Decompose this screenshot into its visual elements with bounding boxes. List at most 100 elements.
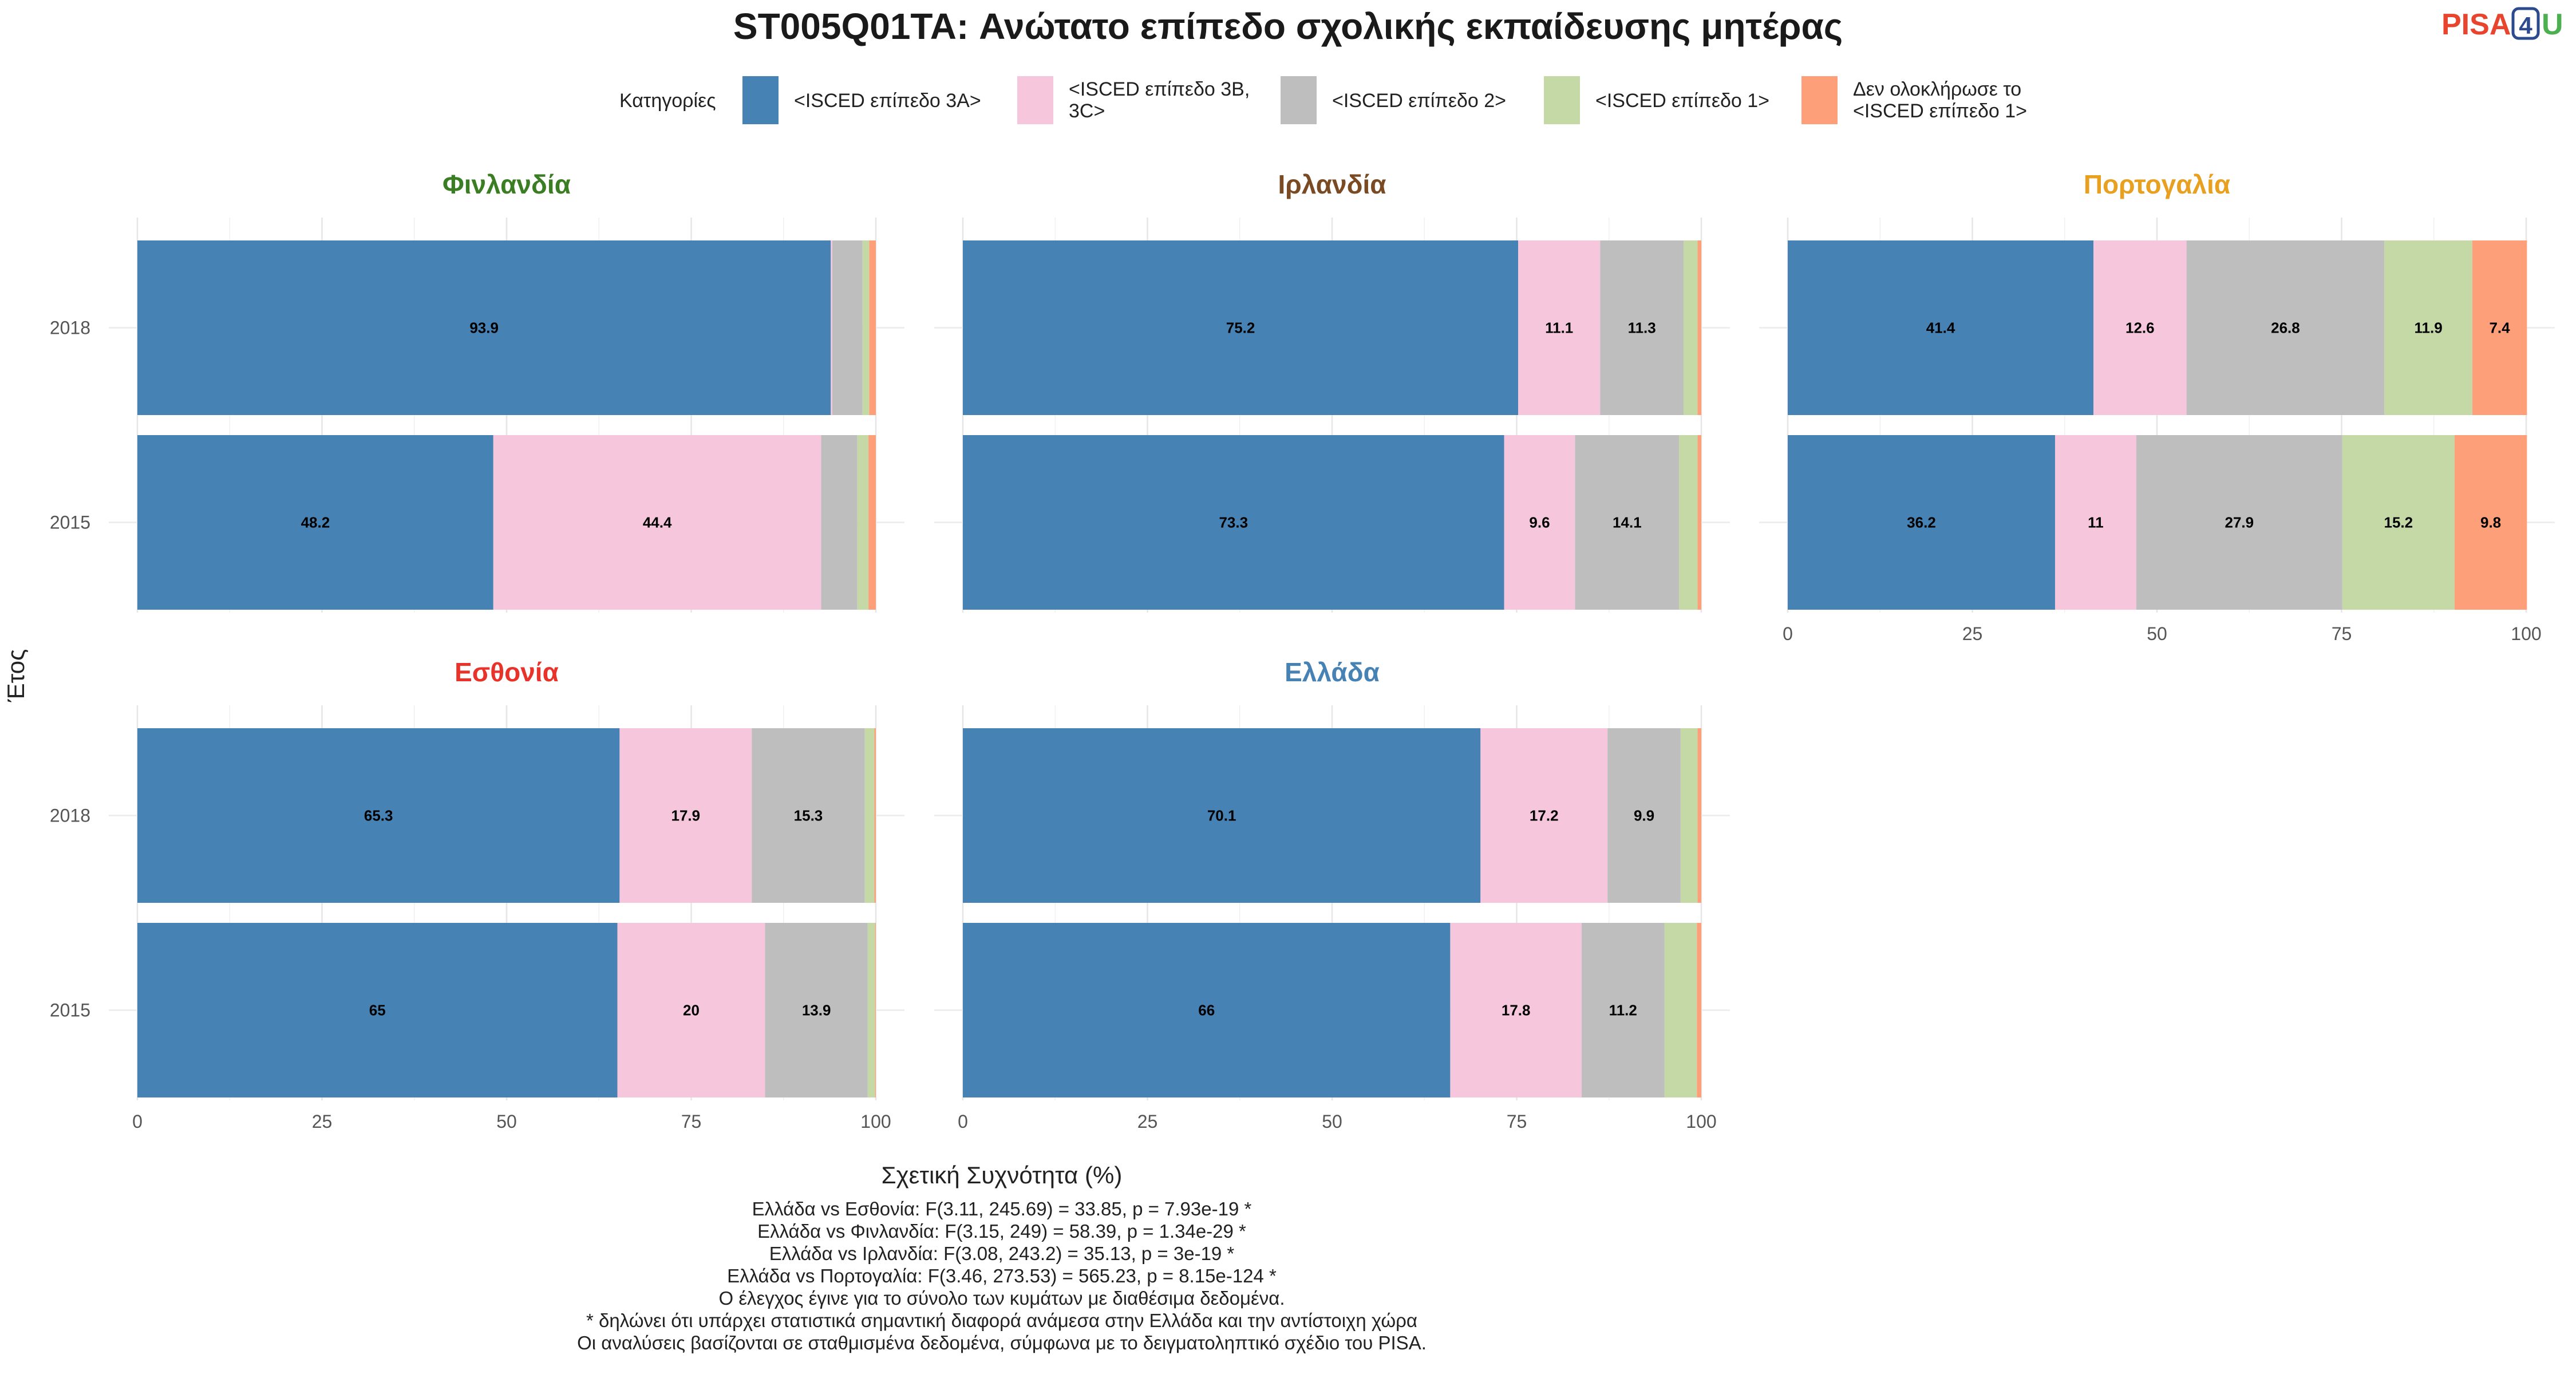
notes: Ελλάδα vs Εσθονία: F(3.11, 245.69) = 33.…	[577, 1198, 1427, 1353]
bar-segment	[831, 240, 832, 415]
bar-label: 12.6	[2125, 319, 2155, 337]
bar-label: 65.3	[364, 807, 393, 824]
legend-item: Δεν ολοκλήρωσε το<ISCED επίπεδο 1>	[1801, 76, 2027, 124]
bar-label: 75.2	[1226, 319, 1255, 337]
bar-segment	[864, 728, 875, 903]
y-tick-label: 2018	[50, 806, 90, 826]
logo-box	[2511, 7, 2540, 40]
bar-segment	[1518, 240, 1601, 415]
note-line: Ελλάδα vs Πορτογαλία: F(3.46, 273.53) = …	[727, 1265, 1277, 1286]
panel: Φινλανδία 93.9 2018 48.2 44.4 2015	[50, 169, 904, 613]
legend-label: <ISCED επίπεδο 1>	[1595, 90, 1769, 112]
x-tick-label: 50	[2147, 623, 2167, 644]
bar-segment	[2136, 435, 2342, 610]
bar-segment	[862, 240, 870, 415]
bar-label: 15.2	[2384, 514, 2413, 531]
bar-label: 11	[2088, 514, 2104, 531]
bar-segment	[1450, 923, 1582, 1097]
bar-segment	[821, 435, 858, 610]
bar-segment	[1697, 728, 1701, 903]
bar-label: 9.6	[1529, 514, 1550, 531]
bar-segment	[1582, 923, 1665, 1097]
bar-segment	[1600, 240, 1684, 415]
bar-segment	[1607, 728, 1681, 903]
bar-segment	[617, 923, 765, 1097]
bar-segment	[765, 923, 868, 1097]
bar-label: 70.1	[1207, 807, 1236, 824]
bar-segment	[1788, 435, 2055, 610]
legend-label: <ISCED επίπεδο 3B,	[1069, 78, 1250, 100]
legend-swatch	[1801, 76, 1838, 124]
bar-segment	[2055, 435, 2136, 610]
x-tick-label: 100	[860, 1111, 891, 1132]
note-line: Ελλάδα vs Εσθονία: F(3.11, 245.69) = 33.…	[752, 1198, 1252, 1219]
legend-item: <ISCED επίπεδο 2>	[1281, 76, 1506, 124]
bar-label: 48.2	[301, 514, 330, 531]
bar-label: 15.3	[794, 807, 823, 824]
bar-segment	[1679, 435, 1698, 610]
bar-segment	[1680, 728, 1698, 903]
bar-segment	[1697, 435, 1701, 610]
bar-segment	[874, 728, 876, 903]
bar-label: 11.1	[1545, 319, 1573, 337]
bar-label: 36.2	[1907, 514, 1936, 531]
bar-label: 11.3	[1628, 319, 1656, 337]
bar-segment	[963, 923, 1451, 1097]
note-line: Ο έλεγχος έγινε για το σύνολο των κυμάτω…	[719, 1288, 1285, 1309]
x-tick-label: 100	[2511, 623, 2541, 644]
bar-segment	[963, 240, 1519, 415]
note-line: Οι αναλύσεις βασίζονται σε σταθμισμένα δ…	[577, 1332, 1427, 1353]
bar-segment	[137, 923, 618, 1097]
panel-title: Φινλανδία	[442, 169, 571, 199]
logo-text-4: 4	[2519, 12, 2532, 39]
bar-segment	[1480, 728, 1608, 903]
bar-label: 17.9	[671, 807, 701, 824]
bar-segment	[752, 728, 865, 903]
panel-title: Ελλάδα	[1285, 657, 1380, 687]
legend-item: <ISCED επίπεδο 1>	[1544, 76, 1769, 124]
bar-label: 41.4	[1926, 319, 1955, 337]
bar-segment	[137, 728, 620, 903]
bar-segment	[1684, 240, 1698, 415]
legend-swatch	[1017, 76, 1053, 124]
bar-segment	[867, 923, 875, 1097]
x-tick-label: 75	[2332, 623, 2352, 644]
bar-segment	[868, 435, 876, 610]
logo-text-u: U	[2542, 8, 2563, 41]
x-tick-label: 100	[1686, 1111, 1716, 1132]
bar-segment	[1697, 240, 1701, 415]
bar-label: 17.2	[1530, 807, 1559, 824]
x-tick-label: 0	[958, 1111, 968, 1132]
note-line: Ελλάδα vs Ιρλανδία: F(3.08, 243.2) = 35.…	[769, 1243, 1235, 1264]
panel: Εσθονία 65.3 17.9 15.3 2018 65 20 13.9 2015 0 25 50…	[50, 657, 904, 1132]
bar-label: 7.4	[2489, 319, 2510, 337]
bar-segment	[619, 728, 752, 903]
panel: Πορτογαλία 41.4 12.6 26.8 11.9 7.4 36.2 11 27.9 1…	[1759, 169, 2555, 644]
bar-label: 73.3	[1219, 514, 1248, 531]
legend-label: 3C>	[1069, 100, 1105, 122]
y-tick-label: 2015	[50, 1000, 90, 1021]
bar-segment	[963, 435, 1504, 610]
legend-swatch	[1281, 76, 1317, 124]
bar-segment	[137, 435, 493, 610]
x-tick-label: 50	[496, 1111, 517, 1132]
bar-segment	[2093, 240, 2187, 415]
bar-segment	[1697, 923, 1701, 1097]
legend-item: <ISCED επίπεδο 3B,3C>	[1017, 76, 1250, 124]
panel: Ιρλανδία 75.2 11.1 11.3 73.3 9.6 14.1	[934, 169, 1730, 613]
bar-segment	[493, 435, 821, 610]
panel-title: Ιρλανδία	[1278, 169, 1386, 199]
bar-segment	[2384, 240, 2472, 415]
bar-segment	[832, 240, 863, 415]
bar-label: 11.2	[1609, 1002, 1637, 1019]
bar-label: 27.9	[2225, 514, 2254, 531]
pisa4u-logo: PISA 4 U	[2441, 7, 2563, 41]
bar-segment	[2342, 435, 2455, 610]
bar-label: 44.4	[643, 514, 672, 531]
bar-label: 9.9	[1634, 807, 1654, 824]
legend-label: <ISCED επίπεδο 1>	[1853, 100, 2027, 122]
x-axis-title: Σχετική Συχνότητα (%)	[882, 1162, 1123, 1189]
note-line: Ελλάδα vs Φινλανδία: F(3.15, 249) = 58.3…	[757, 1221, 1246, 1242]
x-tick-label: 0	[132, 1111, 143, 1132]
